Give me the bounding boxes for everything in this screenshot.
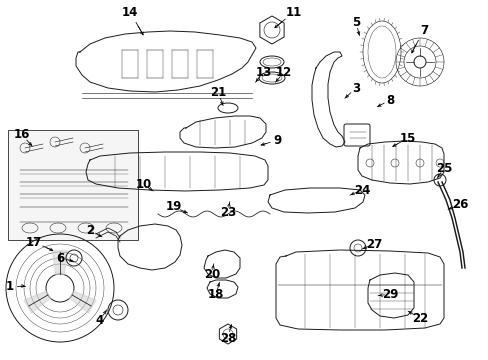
Text: 24: 24 bbox=[353, 184, 369, 197]
Text: 12: 12 bbox=[275, 66, 291, 78]
Text: 11: 11 bbox=[285, 5, 302, 18]
Bar bbox=[8, 130, 138, 240]
Text: 4: 4 bbox=[96, 314, 104, 327]
Polygon shape bbox=[24, 291, 50, 313]
Text: 7: 7 bbox=[419, 23, 427, 36]
Text: 9: 9 bbox=[273, 134, 282, 147]
Text: 23: 23 bbox=[220, 206, 236, 219]
Text: 14: 14 bbox=[122, 5, 138, 18]
Text: 27: 27 bbox=[365, 238, 381, 251]
Text: 26: 26 bbox=[451, 198, 467, 211]
Text: 20: 20 bbox=[203, 269, 220, 282]
Text: 3: 3 bbox=[351, 81, 359, 94]
Text: 18: 18 bbox=[207, 288, 224, 302]
Text: 16: 16 bbox=[14, 129, 30, 141]
Text: 5: 5 bbox=[351, 15, 359, 28]
Text: 6: 6 bbox=[56, 252, 64, 265]
Text: 2: 2 bbox=[86, 224, 94, 237]
Text: 21: 21 bbox=[209, 85, 225, 99]
Text: 15: 15 bbox=[399, 131, 415, 144]
Polygon shape bbox=[52, 251, 67, 275]
Text: 10: 10 bbox=[136, 179, 152, 192]
Polygon shape bbox=[69, 291, 96, 313]
Text: 19: 19 bbox=[165, 201, 182, 213]
Text: 13: 13 bbox=[255, 66, 271, 78]
Text: 29: 29 bbox=[381, 288, 397, 301]
Text: 1: 1 bbox=[6, 279, 14, 292]
Text: 25: 25 bbox=[435, 162, 451, 175]
Text: 28: 28 bbox=[220, 332, 236, 345]
Text: 22: 22 bbox=[411, 311, 427, 324]
Text: 17: 17 bbox=[26, 235, 42, 248]
Text: 8: 8 bbox=[385, 94, 393, 107]
